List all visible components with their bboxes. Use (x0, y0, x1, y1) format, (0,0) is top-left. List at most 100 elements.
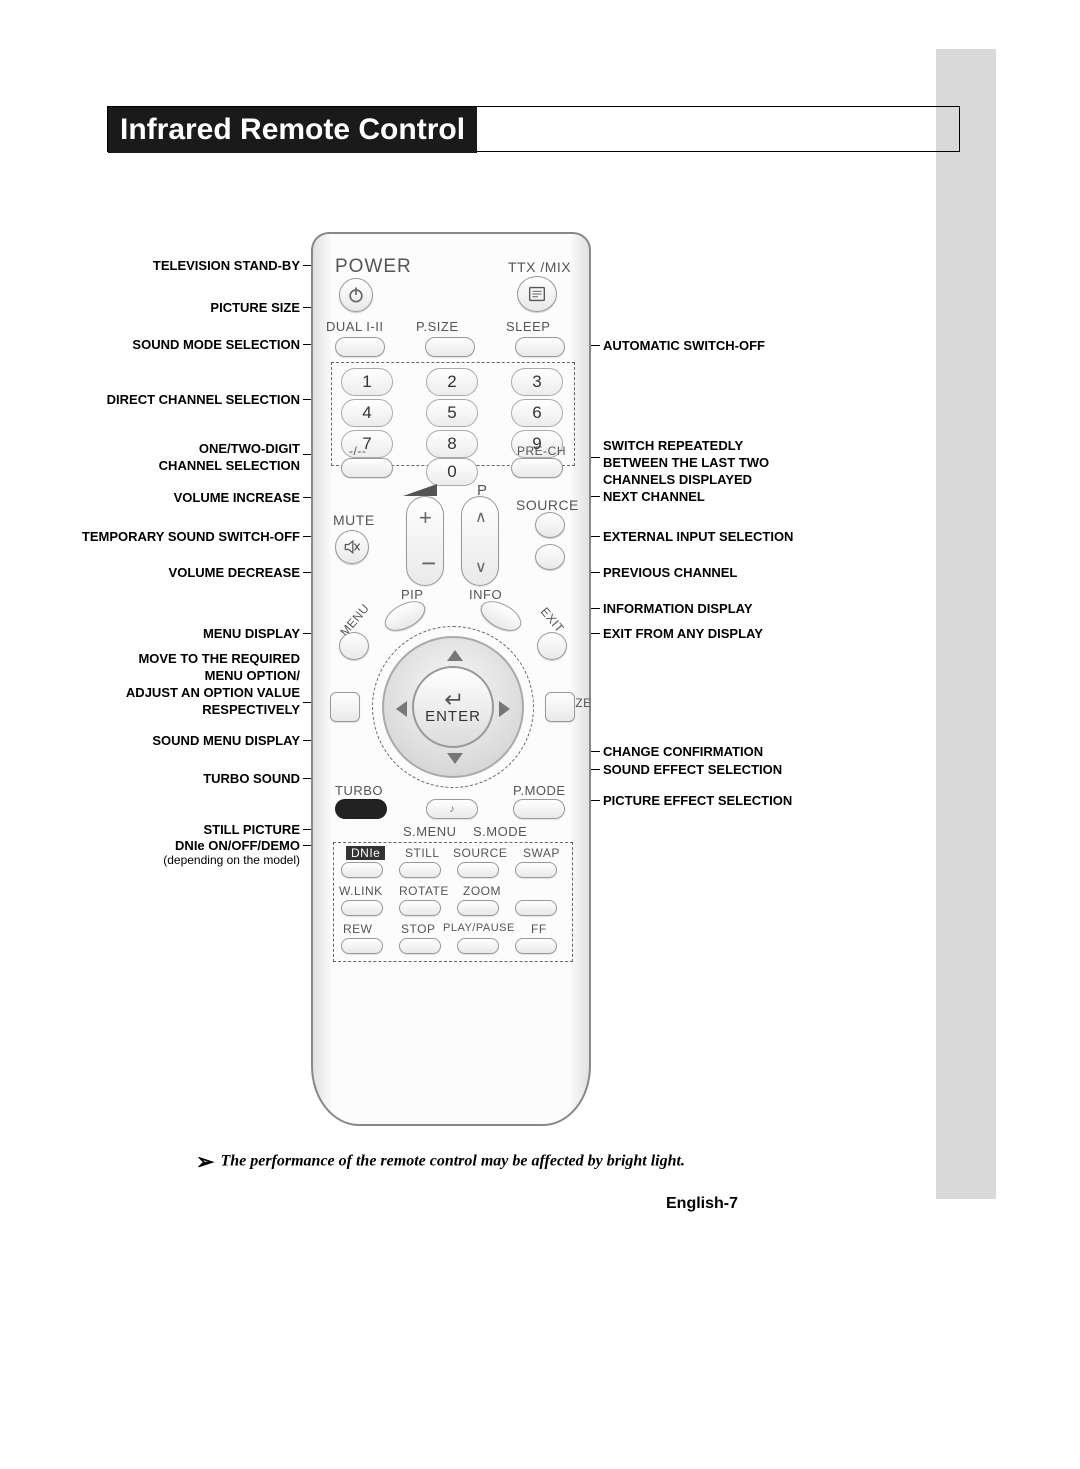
btn-label-info: INFO (469, 587, 502, 602)
exit-button[interactable] (537, 632, 567, 660)
label-prev-channel: PREVIOUS CHANNEL (603, 565, 863, 582)
btn-label-wlink: W.LINK (339, 884, 383, 898)
zoom-button[interactable] (457, 900, 499, 916)
smenu-icon-button[interactable]: ♪ (426, 799, 478, 819)
source-button[interactable] (535, 512, 565, 538)
num-6[interactable]: 6 (511, 399, 563, 427)
mute-icon (342, 537, 362, 557)
num-4[interactable]: 4 (341, 399, 393, 427)
swap-button[interactable] (515, 862, 557, 878)
wlink-button[interactable] (341, 900, 383, 916)
num-0[interactable]: 0 (426, 458, 478, 486)
btn-label-rew: REW (343, 922, 373, 936)
btn-label-prech: PRE-CH (517, 444, 566, 458)
label-auto-off: AUTOMATIC SWITCH-OFF (603, 338, 863, 355)
btn-label-source2: SOURCE (453, 846, 507, 860)
stop-button[interactable] (399, 938, 441, 954)
sleep-button[interactable] (515, 337, 565, 357)
num-8[interactable]: 8 (426, 430, 478, 458)
rotate-button[interactable] (399, 900, 441, 916)
mute-button[interactable] (335, 530, 369, 564)
label-ext-input: EXTERNAL INPUT SELECTION (603, 529, 863, 546)
chevron-up-icon: ∧ (475, 507, 487, 527)
menu-button[interactable] (339, 632, 369, 660)
btn-label-stop: STOP (401, 922, 435, 936)
rew-button[interactable] (341, 938, 383, 954)
still-button[interactable] (399, 862, 441, 878)
source-icon-button[interactable] (535, 544, 565, 570)
label-sound-mode: SOUND MODE SELECTION (70, 337, 300, 354)
arrow-up-icon (447, 650, 463, 661)
teletext-side-button-right[interactable] (545, 692, 575, 722)
label-sound-effect: SOUND EFFECT SELECTION (603, 762, 863, 779)
label-one-two-digit: ONE/TWO-DIGIT CHANNEL SELECTION (70, 441, 300, 475)
label-dnie-sub: (depending on the model) (70, 853, 300, 869)
btn-label-zoom: ZOOM (463, 884, 501, 898)
pip-source-button[interactable] (457, 862, 499, 878)
btn-label-dual: DUAL I-II (326, 319, 383, 334)
label-exit: EXIT FROM ANY DISPLAY (603, 626, 863, 643)
label-picture-effect: PICTURE EFFECT SELECTION (603, 793, 863, 810)
label-move-req: MOVE TO THE REQUIRED MENU OPTION/ ADJUST… (70, 651, 300, 719)
psize-button[interactable] (425, 337, 475, 357)
btn-label-swap: SWAP (523, 846, 560, 860)
btn-label-smode: S.MODE (473, 824, 527, 839)
dash-button[interactable] (341, 458, 393, 478)
btn-label-exit: EXIT (538, 605, 567, 636)
label-turbo: TURBO SOUND (70, 771, 300, 788)
btn-label-play: PLAY/PAUSE (443, 922, 515, 934)
ttxmix-button[interactable] (517, 276, 557, 312)
prech-button[interactable] (511, 458, 563, 478)
remote-body: POWER TTX /MIX DUAL I-II P.SIZE SLEEP 1 … (311, 232, 591, 1126)
num-5[interactable]: 5 (426, 399, 478, 427)
label-info-display: INFORMATION DISPLAY (603, 601, 863, 618)
play-pause-button[interactable] (457, 938, 499, 954)
btn-label-psize: P.SIZE (416, 319, 459, 334)
turbo-button[interactable] (335, 799, 387, 819)
btn-label-rotate: ROTATE (399, 884, 449, 898)
label-television-standby: TELEVISION STAND-BY (70, 258, 300, 275)
label-sound-menu: SOUND MENU DISPLAY (70, 733, 300, 750)
label-volume-increase: VOLUME INCREASE (70, 490, 300, 507)
num-2[interactable]: 2 (426, 368, 478, 396)
label-change-confirm: CHANGE CONFIRMATION (603, 744, 863, 761)
dual-button[interactable] (335, 337, 385, 357)
label-mute: TEMPORARY SOUND SWITCH-OFF (30, 529, 300, 546)
program-rocker[interactable]: ∧ ∨ (461, 496, 499, 586)
power-icon (346, 285, 366, 305)
btn-label-still: STILL (405, 846, 440, 860)
footnote: ➢The performance of the remote control m… (196, 1149, 685, 1175)
label-menu-display: MENU DISPLAY (70, 626, 300, 643)
plus-icon: + (419, 505, 432, 531)
label-direct-channel: DIRECT CHANNEL SELECTION (70, 392, 300, 409)
dnie-button[interactable] (341, 862, 383, 878)
label-still: STILL PICTURE (70, 822, 300, 839)
label-picture-size: PICTURE SIZE (70, 300, 300, 317)
btn-label-ttxmix: TTX /MIX (508, 259, 571, 275)
blank-button[interactable] (515, 900, 557, 916)
num-3[interactable]: 3 (511, 368, 563, 396)
arrow-left-icon (396, 701, 407, 717)
page-title: Infrared Remote Control (108, 107, 477, 153)
footnote-text: The performance of the remote control ma… (220, 1153, 685, 1170)
ff-button[interactable] (515, 938, 557, 954)
power-button[interactable] (339, 278, 373, 312)
pmode-button[interactable] (513, 799, 565, 819)
chevron-down-icon: ∨ (475, 557, 487, 577)
btn-label-pip: PIP (401, 587, 423, 602)
btn-label-sleep: SLEEP (506, 319, 550, 334)
arrow-right-icon (499, 701, 510, 717)
volume-rocker[interactable]: + − (406, 496, 444, 586)
page-sidebar-band (936, 49, 996, 1199)
label-volume-decrease: VOLUME DECREASE (70, 565, 300, 582)
num-1[interactable]: 1 (341, 368, 393, 396)
btn-label-enter: ENTER (425, 708, 481, 725)
teletext-side-button-left[interactable] (330, 692, 360, 722)
enter-button[interactable]: ENTER (412, 666, 494, 748)
enter-icon (442, 690, 464, 708)
teletext-icon (526, 283, 548, 305)
minus-icon: − (421, 548, 436, 579)
btn-label-source: SOURCE (516, 497, 579, 513)
label-switch-rep: SWITCH REPEATEDLY BETWEEN THE LAST TWO C… (603, 438, 863, 489)
btn-label-ff: FF (531, 922, 547, 936)
